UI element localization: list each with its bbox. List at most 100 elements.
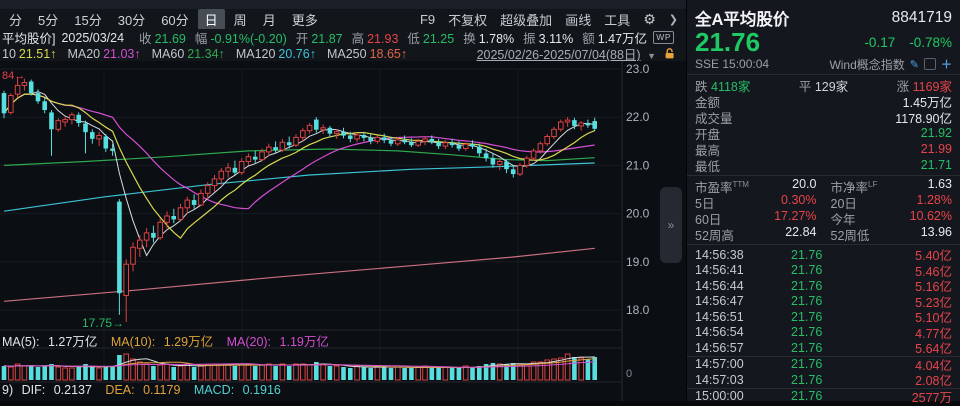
toolbar-tool-button[interactable]: 工具 [604, 12, 631, 28]
stat-label: 最高 [695, 143, 721, 158]
timeframe-button[interactable]: 15分 [74, 12, 102, 28]
stat-value: 1.63 [927, 176, 952, 191]
ma-legend-bar: 10 21.51↑ MA20 21.03↑ MA60 21.34↑ MA120 20.76↑ M… [0, 44, 686, 63]
tape-row: 14:56:44 21.76 5.16亿 [687, 278, 960, 295]
ma-legend-item: MA60 21.34↑ [152, 47, 225, 61]
gear-icon[interactable]: ⚙ [643, 10, 656, 27]
toolbar-tool-button[interactable]: 不复权 [448, 12, 488, 28]
timeframe-button[interactable]: 日 [197, 8, 225, 30]
edit-icon[interactable]: ✎ [909, 58, 919, 71]
chevron-double-right-icon: » [667, 218, 675, 232]
candlestick-chart[interactable]: 23.0 22.0 21.0 20.0 19.0 18.0 84→ 17.75→ 0 [0, 61, 686, 401]
timeframe-button[interactable]: 分 [9, 12, 23, 28]
stat-label: 金额 [695, 95, 721, 110]
last-price: 21.76 [695, 27, 761, 57]
timeframe-group: 分 5分 15分 30分 60分日周月更多 [0, 8, 325, 30]
chevron-right-icon[interactable]: ❯ [668, 13, 678, 26]
ma-legend-item: MA20 21.03↑ [67, 47, 140, 61]
tick-tape-list[interactable]: 14:56:38 21.76 5.40亿 14:56:41 21.76 5.46亿 14:5… [687, 247, 960, 405]
tape-time: 14:56:41 [695, 263, 744, 278]
quote-info-bar: 平均股价] 2025/03/24 收 21.69 幅 -0.91%(-0.20) 开 21… [0, 29, 686, 46]
stat-pair-row: 52周高 22.84 52周低 13.96 [687, 224, 960, 244]
stat-pair-row: 60日 17.27% 今年 10.62% [687, 208, 960, 228]
stat-row: 最高 21.99 [687, 141, 960, 158]
quote-field-label: 低 [407, 32, 420, 46]
timeframe-button[interactable]: 5分 [38, 12, 59, 28]
tape-price: 21.76 [791, 294, 823, 309]
date-range-control[interactable]: 2025/02/26-2025/07/04(88日) ▼ [477, 44, 656, 63]
quote-time: 15:00:04 [722, 57, 770, 71]
tape-time: 14:56:57 [695, 340, 744, 355]
timeframe-button[interactable]: 更多 [291, 12, 318, 28]
stat-label: 20日 [830, 196, 857, 211]
stat-label: 开盘 [695, 127, 721, 142]
chart-tools-group: F9 不复权 超级叠加 画线 工具 ⚙ ❯ [420, 10, 686, 29]
unlock-icon[interactable] [663, 47, 676, 60]
add-icon[interactable]: ＋ [941, 59, 952, 71]
stat-label: 52周低 [830, 228, 870, 243]
quote-field-value: 1.78% [478, 32, 515, 46]
tape-price: 21.76 [791, 389, 823, 404]
timeframe-button[interactable]: 30分 [117, 12, 146, 28]
ma-label: MA120 [235, 46, 276, 61]
quote-field: 收 21.69 [139, 32, 186, 46]
tape-amount: 5.40亿 [915, 249, 952, 264]
decliners-count: 4118家 [711, 79, 751, 94]
timeframe-button[interactable]: 周 [233, 12, 247, 28]
quote-field: 开 21.87 [296, 32, 343, 46]
stat-pair-row: 市盈率TTM 20.0 市净率LF 1.63 [687, 176, 960, 195]
stat-label: 成交量 [695, 111, 733, 126]
tape-amount: 4.04亿 [915, 358, 952, 373]
window-top-strip [0, 0, 960, 9]
stat-value: 1.45万亿 [902, 95, 952, 110]
valuation-stats: 市盈率TTM 20.0 市净率LF 1.63 5日 0.30% 20日 1.28% 60日 17.… [687, 176, 960, 244]
tape-price: 21.76 [791, 309, 823, 324]
ma-value: 21.03↑ [103, 46, 141, 61]
stat-value: 20.0 [792, 176, 817, 191]
quote-field-value: -0.91%(-0.20) [210, 32, 287, 46]
stat-value: 1178.90亿 [895, 111, 952, 126]
stat-left: 52周高 22.84 [695, 225, 817, 244]
tape-price: 21.76 [791, 372, 823, 387]
quote-fields: 收 21.69 幅 -0.91%(-0.20) 开 21.87 高 21.93 低 21.25 换 1… [130, 28, 647, 47]
stat-value: 21.99 [920, 142, 952, 156]
chart-svg[interactable]: 23.0 22.0 21.0 20.0 19.0 18.0 84→ 17.75→ 0 [0, 61, 686, 401]
stat-value: 1.28% [916, 192, 952, 207]
index-title: 全A平均股价 [695, 11, 790, 29]
quote-field: 高 21.93 [352, 32, 399, 46]
svg-text:20.0: 20.0 [626, 207, 650, 221]
stat-value: 13.96 [920, 224, 952, 239]
stat-left: 60日 17.27% [695, 209, 817, 228]
timeframe-button[interactable]: 月 [262, 12, 276, 28]
svg-text:18.0: 18.0 [626, 303, 650, 317]
ma-legend-item: 10 21.51↑ [2, 47, 56, 61]
wind-wp-badge[interactable]: WP [653, 31, 674, 44]
timeframe-button[interactable]: 60分 [161, 12, 189, 28]
stat-value: 21.71 [920, 158, 952, 172]
stat-row: 开盘 21.92 [687, 125, 960, 142]
quote-field: 低 21.25 [407, 32, 454, 46]
toolbar-tool-button[interactable]: 画线 [565, 12, 592, 28]
quote-field: 额 1.47万亿 [582, 32, 647, 46]
exchange-label: SSE [695, 57, 720, 71]
stat-value: 17.27% [774, 208, 817, 223]
tape-amount: 5.23亿 [915, 295, 952, 310]
toolbar-tool-button[interactable]: 超级叠加 [500, 12, 553, 28]
symbol-label: 平均股价] [2, 32, 56, 46]
stat-value: 10.62% [909, 208, 952, 223]
quote-field-value: 21.87 [311, 32, 343, 46]
divider [687, 74, 960, 75]
volume-ma-legend: MA(5): 1.27万亿 MA(10): 1.29万亿 MA(20): 1.1… [2, 335, 329, 349]
toolbar-tool-button[interactable]: F9 [419, 11, 436, 27]
chart-mini-icon[interactable] [924, 58, 936, 70]
panel-collapse-handle[interactable]: » [660, 187, 682, 263]
stat-value: 0.30% [781, 192, 817, 207]
unchanged-count: 129家 [814, 79, 849, 94]
stat-row: 金额 1.45万亿 [687, 93, 960, 110]
bar-date: 2025/03/24 [61, 30, 125, 45]
quote-field: 换 1.78% [463, 32, 514, 46]
quote-field-label: 收 [139, 32, 152, 46]
divider [687, 244, 960, 245]
divider [687, 175, 960, 176]
tape-time: 14:56:38 [695, 247, 744, 262]
